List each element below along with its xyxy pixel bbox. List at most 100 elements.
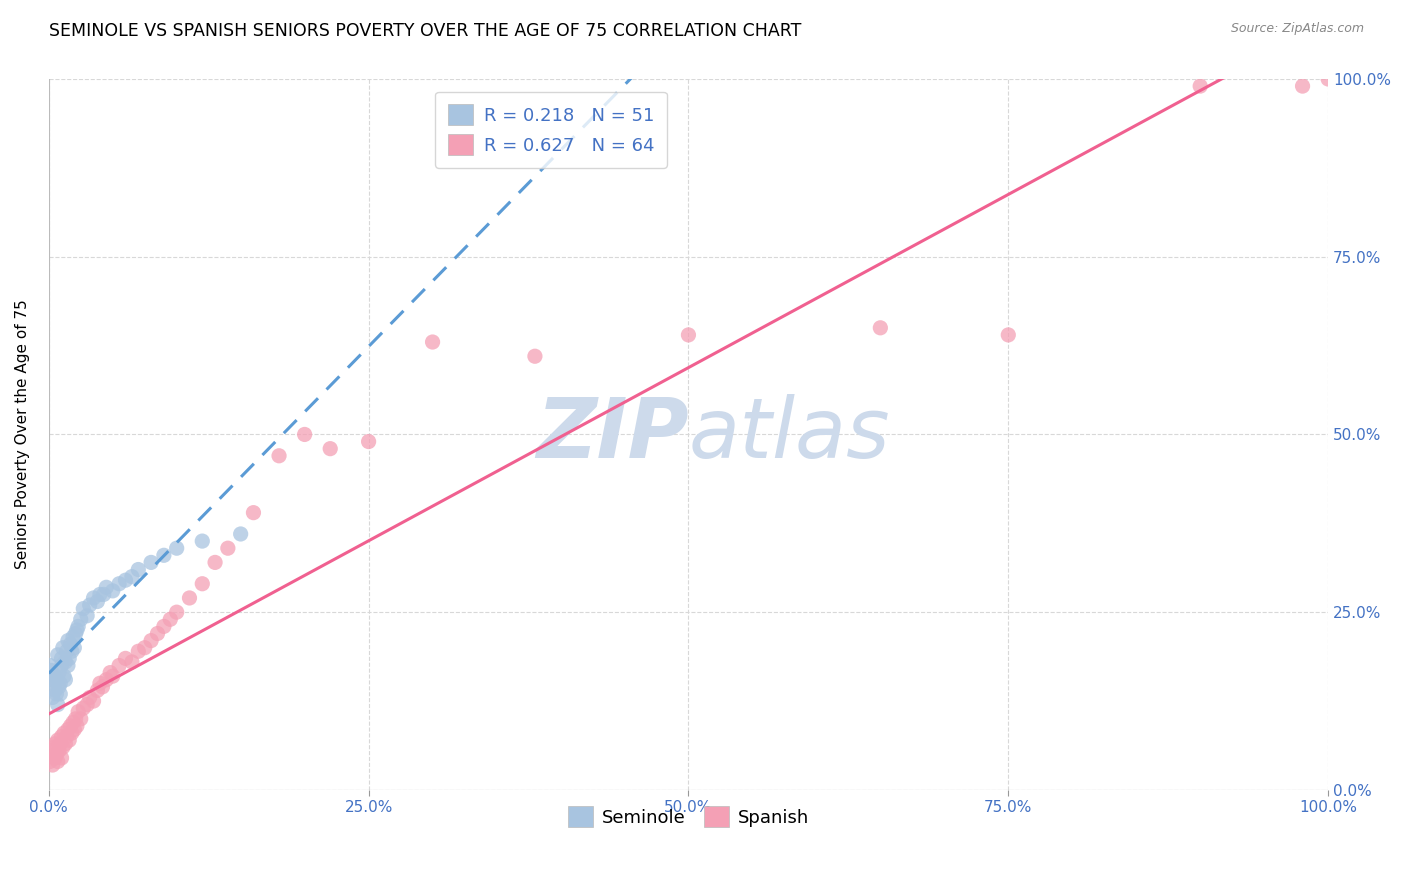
Point [53, 726, 76, 740]
Point [72, 601, 94, 615]
Point [108, 658, 131, 673]
Point [422, 334, 444, 349]
Point [153, 619, 176, 633]
Point [48, 665, 70, 680]
Point [86, 683, 108, 698]
Point [39, 658, 62, 673]
Point [45, 687, 67, 701]
Point [44, 669, 66, 683]
Point [217, 541, 239, 556]
Point [127, 562, 149, 576]
Point [46, 755, 69, 769]
Point [56, 723, 79, 737]
Point [191, 576, 214, 591]
Point [191, 534, 214, 549]
Point [62, 715, 84, 730]
Point [65, 626, 87, 640]
Point [93, 587, 115, 601]
Point [65, 712, 87, 726]
Point [49, 737, 72, 751]
Point [56, 658, 79, 673]
Point [72, 701, 94, 715]
Point [96, 580, 118, 594]
Point [41, 758, 63, 772]
Point [58, 651, 80, 665]
Point [42, 740, 65, 755]
Text: SEMINOLE VS SPANISH SENIORS POVERTY OVER THE AGE OF 75 CORRELATION CHART: SEMINOLE VS SPANISH SENIORS POVERTY OVER… [49, 22, 801, 40]
Point [62, 630, 84, 644]
Point [294, 427, 316, 442]
Point [55, 730, 77, 744]
Point [51, 658, 73, 673]
Point [83, 591, 105, 605]
Point [267, 449, 290, 463]
Point [146, 626, 169, 640]
Point [319, 442, 342, 456]
Point [86, 594, 108, 608]
Point [48, 680, 70, 694]
Point [89, 587, 111, 601]
Text: atlas: atlas [689, 394, 890, 475]
Point [76, 698, 98, 712]
Point [41, 673, 63, 687]
Point [55, 644, 77, 658]
Point [108, 576, 131, 591]
Point [53, 669, 76, 683]
Point [45, 673, 67, 687]
Point [678, 327, 700, 342]
Point [166, 605, 188, 619]
Point [45, 747, 67, 762]
Point [76, 608, 98, 623]
Point [46, 733, 69, 747]
Point [52, 640, 75, 655]
Point [49, 676, 72, 690]
Point [114, 651, 136, 665]
Point [59, 719, 82, 733]
Text: ZIP: ZIP [536, 394, 689, 475]
Point [44, 683, 66, 698]
Point [179, 591, 201, 605]
Point [39, 744, 62, 758]
Point [55, 655, 77, 669]
Point [1189, 79, 1212, 94]
Point [166, 541, 188, 556]
Point [49, 687, 72, 701]
Point [89, 676, 111, 690]
Point [51, 651, 73, 665]
Point [39, 664, 62, 678]
Point [204, 556, 226, 570]
Point [60, 644, 83, 658]
Point [63, 723, 86, 737]
Point [66, 719, 89, 733]
Point [48, 744, 70, 758]
Point [58, 733, 80, 747]
Point [357, 434, 380, 449]
Point [79, 598, 101, 612]
Point [98, 665, 121, 680]
Point [67, 705, 90, 719]
Point [101, 669, 124, 683]
Point [1291, 79, 1313, 94]
Point [153, 549, 176, 563]
Point [121, 569, 143, 583]
Point [51, 751, 73, 765]
Point [66, 623, 89, 637]
Point [134, 640, 156, 655]
Point [114, 573, 136, 587]
Point [42, 676, 65, 690]
Point [69, 612, 91, 626]
Point [55, 737, 77, 751]
Point [83, 694, 105, 708]
Point [91, 680, 114, 694]
Point [121, 655, 143, 669]
Point [52, 740, 75, 755]
Point [46, 698, 69, 712]
Point [44, 737, 66, 751]
Point [139, 633, 162, 648]
Point [101, 583, 124, 598]
Point [41, 690, 63, 705]
Point [60, 726, 83, 740]
Point [1317, 72, 1340, 87]
Point [229, 527, 252, 541]
Point [56, 633, 79, 648]
